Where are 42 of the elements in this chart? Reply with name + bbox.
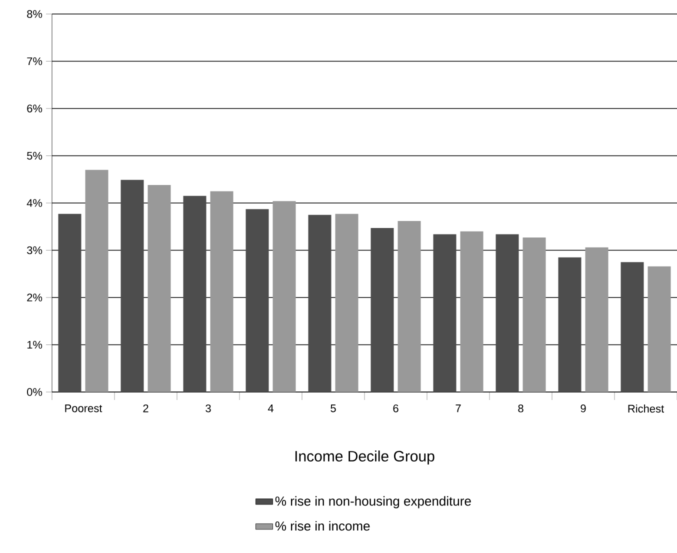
legend-label: % rise in income (275, 521, 370, 531)
y-tick-label: 3% (27, 246, 42, 254)
bar (398, 220, 421, 392)
x-tick-label: 5 (330, 404, 336, 412)
y-tick-label: 0% (27, 388, 42, 396)
bar (246, 209, 269, 392)
x-tick-label: 2 (143, 404, 148, 412)
bar (148, 185, 171, 392)
bar (58, 214, 82, 392)
bar (120, 180, 144, 392)
x-tick-label: Poorest (65, 404, 102, 412)
bar (585, 247, 608, 392)
y-tick-label: 4% (26, 199, 42, 207)
bar (558, 257, 582, 392)
bar (272, 201, 296, 392)
bar (648, 266, 671, 392)
y-tick-label: 2% (27, 294, 42, 302)
bar (433, 234, 456, 392)
bar (496, 234, 519, 392)
y-tick-label: 6% (27, 104, 42, 112)
y-tick-label: 8% (27, 10, 42, 18)
bar (522, 237, 546, 392)
bar (85, 170, 108, 392)
y-tick-label: 7% (27, 57, 42, 66)
x-axis-title: Income Decile Group (295, 450, 434, 464)
bar (620, 262, 644, 392)
x-tick-label: 8 (518, 404, 524, 412)
x-tick-label: 9 (580, 404, 586, 412)
y-tick-label: 1% (27, 340, 42, 349)
bar (308, 214, 332, 392)
x-tick-label: 6 (393, 404, 398, 412)
x-tick-label: 4 (268, 404, 274, 412)
bar (370, 228, 394, 392)
bar (183, 196, 206, 392)
y-tick-label: 5% (27, 152, 42, 160)
bar (210, 191, 234, 392)
x-tick-label: 3 (206, 404, 211, 412)
bar (335, 214, 358, 392)
bar (460, 231, 484, 392)
x-tick-label: Richest (628, 404, 664, 413)
legend-label: % rise in non-housing expenditure (275, 496, 471, 508)
x-tick-label: 7 (456, 404, 461, 412)
